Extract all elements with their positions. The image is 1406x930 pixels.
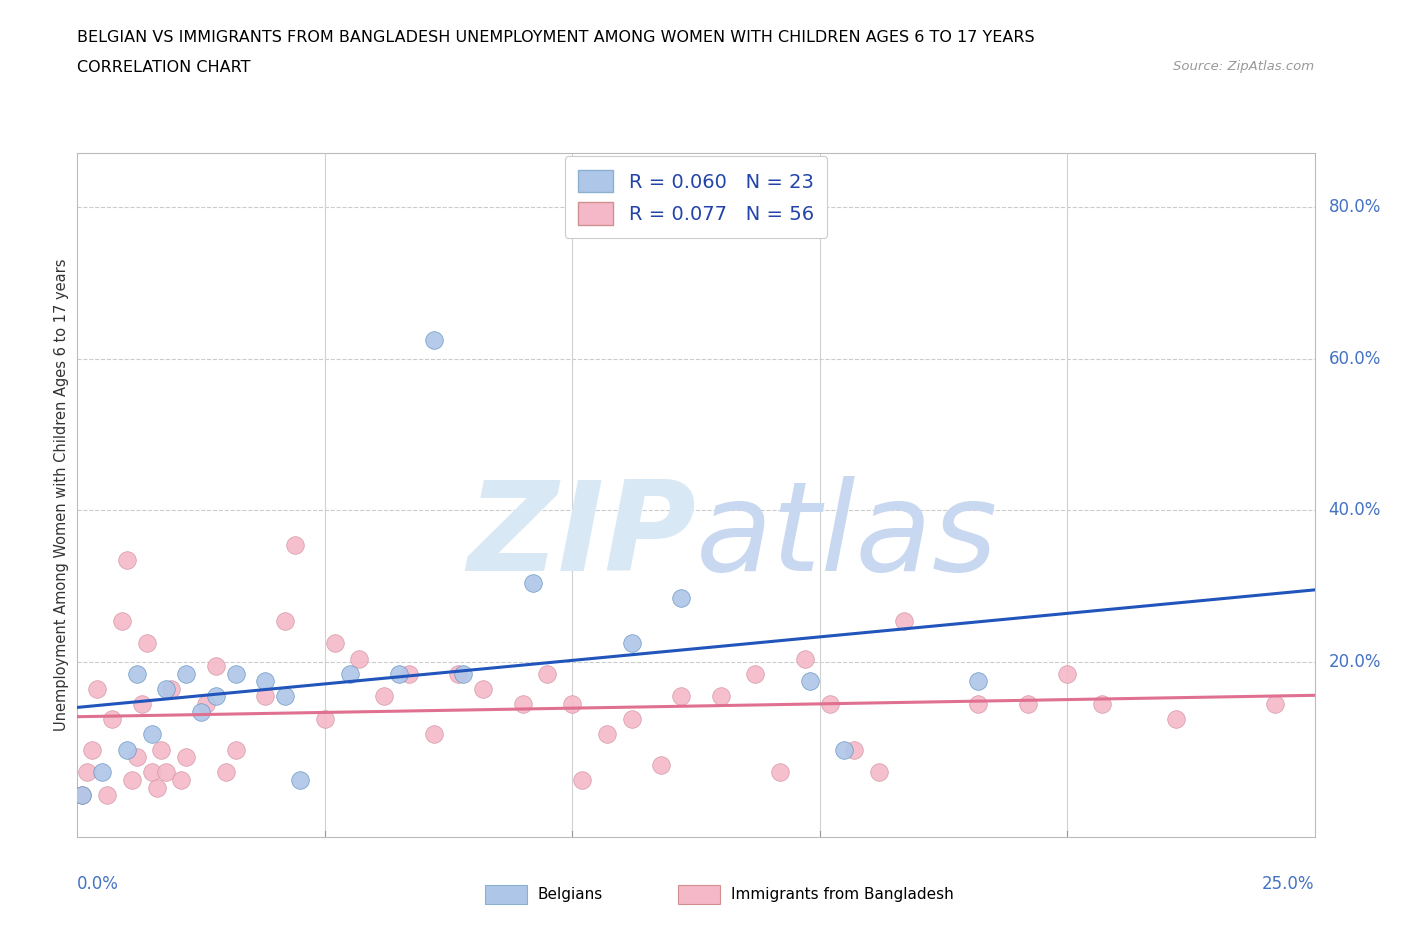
Text: 60.0%: 60.0% xyxy=(1329,350,1381,367)
Legend: R = 0.060   N = 23, R = 0.077   N = 56: R = 0.060 N = 23, R = 0.077 N = 56 xyxy=(565,156,827,238)
Point xyxy=(1056,666,1078,681)
Point xyxy=(274,689,297,704)
Point xyxy=(91,765,114,780)
Point xyxy=(141,765,163,780)
Point xyxy=(190,704,212,719)
Point xyxy=(160,682,183,697)
Point xyxy=(571,773,593,788)
Point xyxy=(388,666,411,681)
Point xyxy=(868,765,890,780)
Point xyxy=(82,742,104,757)
Text: 80.0%: 80.0% xyxy=(1329,197,1381,216)
Point xyxy=(669,591,692,605)
Text: ZIP: ZIP xyxy=(467,476,696,597)
Point xyxy=(512,697,534,711)
Point xyxy=(669,689,692,704)
Point xyxy=(225,666,247,681)
Point xyxy=(1017,697,1039,711)
Point xyxy=(339,666,361,681)
Point xyxy=(834,742,856,757)
Point xyxy=(447,666,470,681)
Point xyxy=(453,666,475,681)
Point xyxy=(284,538,307,552)
Point xyxy=(141,727,163,742)
Y-axis label: Unemployment Among Women with Children Ages 6 to 17 years: Unemployment Among Women with Children A… xyxy=(53,259,69,732)
Point xyxy=(1264,697,1286,711)
Point xyxy=(150,742,173,757)
Point xyxy=(650,757,672,772)
Point xyxy=(422,727,444,742)
Text: 0.0%: 0.0% xyxy=(77,875,120,893)
Point xyxy=(710,689,733,704)
Point xyxy=(131,697,153,711)
Point xyxy=(72,788,94,803)
Point xyxy=(1164,711,1187,726)
Point xyxy=(76,765,98,780)
Point xyxy=(620,711,643,726)
Text: 20.0%: 20.0% xyxy=(1329,653,1381,671)
Point xyxy=(101,711,124,726)
Text: Immigrants from Bangladesh: Immigrants from Bangladesh xyxy=(731,887,953,902)
Point xyxy=(125,750,148,764)
Point xyxy=(215,765,238,780)
Point xyxy=(373,689,395,704)
Point xyxy=(195,697,218,711)
Point xyxy=(254,674,277,689)
Text: BELGIAN VS IMMIGRANTS FROM BANGLADESH UNEMPLOYMENT AMONG WOMEN WITH CHILDREN AGE: BELGIAN VS IMMIGRANTS FROM BANGLADESH UN… xyxy=(77,30,1035,45)
Text: CORRELATION CHART: CORRELATION CHART xyxy=(77,60,250,75)
Point xyxy=(125,666,148,681)
Point xyxy=(135,636,157,651)
Point xyxy=(96,788,118,803)
Point xyxy=(744,666,766,681)
Point xyxy=(155,765,177,780)
Point xyxy=(422,332,444,347)
Point xyxy=(174,666,197,681)
Point xyxy=(86,682,108,697)
Point xyxy=(225,742,247,757)
Point xyxy=(844,742,866,757)
Point xyxy=(205,689,228,704)
Point xyxy=(72,788,94,803)
Point xyxy=(115,742,138,757)
Text: 25.0%: 25.0% xyxy=(1263,875,1315,893)
Point xyxy=(398,666,420,681)
Point xyxy=(288,773,311,788)
Point xyxy=(205,658,228,673)
Point xyxy=(522,575,544,590)
Point xyxy=(472,682,495,697)
Point xyxy=(323,636,346,651)
Point xyxy=(170,773,193,788)
Point xyxy=(620,636,643,651)
Point xyxy=(893,613,915,628)
Point xyxy=(111,613,134,628)
Text: atlas: atlas xyxy=(696,476,998,597)
Point xyxy=(799,674,821,689)
Point xyxy=(793,651,815,666)
Point xyxy=(155,682,177,697)
Point xyxy=(596,727,619,742)
Point xyxy=(349,651,371,666)
Point xyxy=(967,697,990,711)
Point xyxy=(274,613,297,628)
Point xyxy=(121,773,143,788)
Text: Source: ZipAtlas.com: Source: ZipAtlas.com xyxy=(1174,60,1315,73)
Point xyxy=(967,674,990,689)
Text: Belgians: Belgians xyxy=(537,887,602,902)
Point xyxy=(115,552,138,567)
Text: 40.0%: 40.0% xyxy=(1329,501,1381,520)
Point xyxy=(561,697,583,711)
Point xyxy=(145,780,167,795)
Point xyxy=(254,689,277,704)
Point xyxy=(536,666,558,681)
Point xyxy=(174,750,197,764)
Point xyxy=(818,697,841,711)
Point xyxy=(1091,697,1114,711)
Point xyxy=(769,765,792,780)
Point xyxy=(314,711,336,726)
